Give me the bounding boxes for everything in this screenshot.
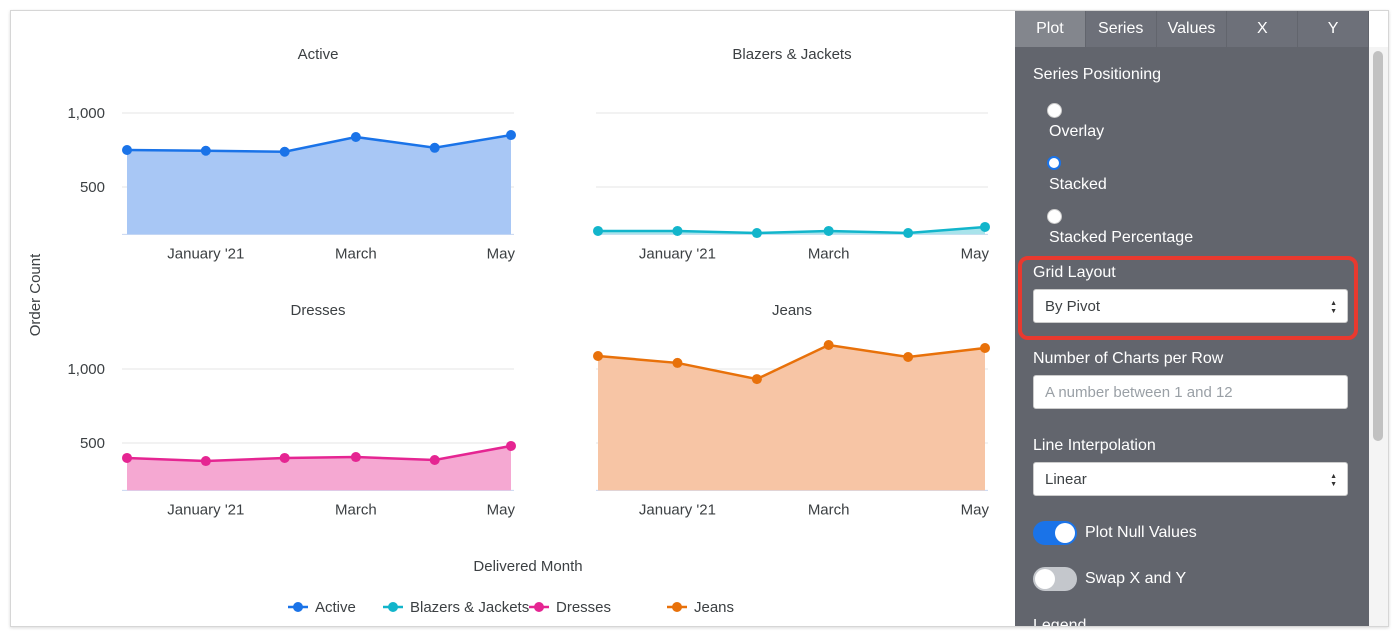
chart-grid: Active 1,000 500 January '21 March May Blazers… [27,46,990,616]
settings-panel: Plot Series Values X Y Series Positionin… [1015,11,1369,626]
data-point [980,342,990,353]
area-2 [127,445,511,491]
line-interpolation-value: Linear [1045,471,1087,488]
stacked-label: Stacked [1049,176,1107,193]
grid-layout-value: By Pivot [1045,298,1101,315]
x-tick-label: May [487,245,516,262]
plot-null-values-label: Plot Null Values [1085,524,1197,541]
legend-marker [388,602,398,612]
x-tick-label: May [487,501,516,518]
x-axis-label: Delivered Month [473,558,582,575]
y-tick-label: 500 [80,435,105,452]
legend-marker [293,602,303,612]
data-point [279,452,290,463]
legend-marker [672,602,682,612]
legend-label: Blazers & Jackets [410,599,529,616]
tab-x[interactable]: X [1227,11,1299,47]
data-point [903,228,914,239]
data-point [429,142,440,153]
legend-label: Active [315,599,356,616]
tab-series[interactable]: Series [1086,11,1157,47]
grid-layout-select[interactable]: By Pivot ▲ ▼ [1033,289,1348,323]
data-point [122,452,132,463]
data-point [350,131,361,142]
x-tick-label: March [808,245,850,262]
series-line [597,343,986,381]
data-point [429,455,440,466]
x-tick-label: May [961,245,990,262]
data-point [200,145,211,156]
data-point [751,228,762,239]
scrollbar-thumb[interactable] [1373,51,1383,441]
data-point [506,440,516,451]
stacked-percentage-label: Stacked Percentage [1049,229,1194,246]
y-tick-label: 500 [80,179,105,196]
plot-null-values-toggle[interactable] [1033,521,1077,545]
charts-per-row-label: Number of Charts per Row [1033,350,1224,367]
toggle-knob [1055,523,1075,543]
x-tick-label: January '21 [639,245,716,262]
data-point [823,225,834,236]
x-tick-label: January '21 [639,501,716,518]
y-axis-label: Order Count [27,253,44,336]
data-point [593,350,603,361]
series-line [598,225,986,235]
y-tick-label: 1,000 [67,361,105,378]
x-tick-label: March [335,245,377,262]
x-tick-label: May [961,501,990,518]
charts-per-row-input[interactable]: A number between 1 and 12 [1033,375,1348,409]
swap-xy-toggle[interactable] [1033,567,1077,591]
data-point [122,145,132,155]
x-tick-label: March [808,501,850,518]
data-point [593,225,603,236]
data-point [751,374,762,385]
y-tick-label: 1,000 [67,105,105,122]
data-point [506,130,516,141]
grid-layout-highlight [1018,256,1358,340]
data-point [350,452,361,463]
area-3 [598,345,985,491]
radio-stacked[interactable] [1047,156,1061,170]
radio-stacked-percentage[interactable] [1047,209,1062,224]
legend-section-label: Legend [1033,617,1087,627]
select-arrows-icon: ▲ ▼ [1330,300,1337,315]
tab-values[interactable]: Values [1157,11,1228,47]
legend-label: Dresses [556,599,611,616]
panel-scrollbar[interactable] [1369,47,1388,626]
line-interpolation-label: Line Interpolation [1033,437,1156,454]
overlay-label: Overlay [1049,123,1105,140]
toggle-knob [1035,569,1055,589]
series-line [126,133,512,154]
legend-label: Jeans [694,599,734,616]
facet-title: Jeans [772,302,812,319]
swap-xy-label: Swap X and Y [1085,570,1187,587]
data-point [823,340,834,351]
data-point [903,352,914,363]
facet-title: Blazers & Jackets [732,46,851,63]
panel-tabs: Plot Series Values X Y [1015,11,1369,47]
tab-y[interactable]: Y [1298,11,1369,47]
data-point [279,146,290,157]
area-0 [127,135,511,235]
line-interpolation-select[interactable]: Linear ▲ ▼ [1033,462,1348,496]
data-point [200,456,211,467]
legend-marker [534,602,544,612]
data-point [672,225,683,236]
series-line [126,444,512,463]
x-tick-label: March [335,501,377,518]
facet-title: Active [298,46,339,63]
series-positioning-label: Series Positioning [1033,66,1162,83]
x-tick-label: January '21 [167,245,244,262]
facet-title: Dresses [290,302,345,319]
x-tick-label: January '21 [167,501,244,518]
select-arrows-icon: ▲ ▼ [1330,473,1337,488]
data-point [672,357,683,368]
data-point [980,221,990,232]
radio-overlay[interactable] [1047,103,1062,118]
tab-plot[interactable]: Plot [1015,11,1086,47]
visualization-frame: Active 1,000 500 January '21 March May Blazers… [10,10,1389,627]
grid-layout-label: Grid Layout [1033,264,1116,281]
